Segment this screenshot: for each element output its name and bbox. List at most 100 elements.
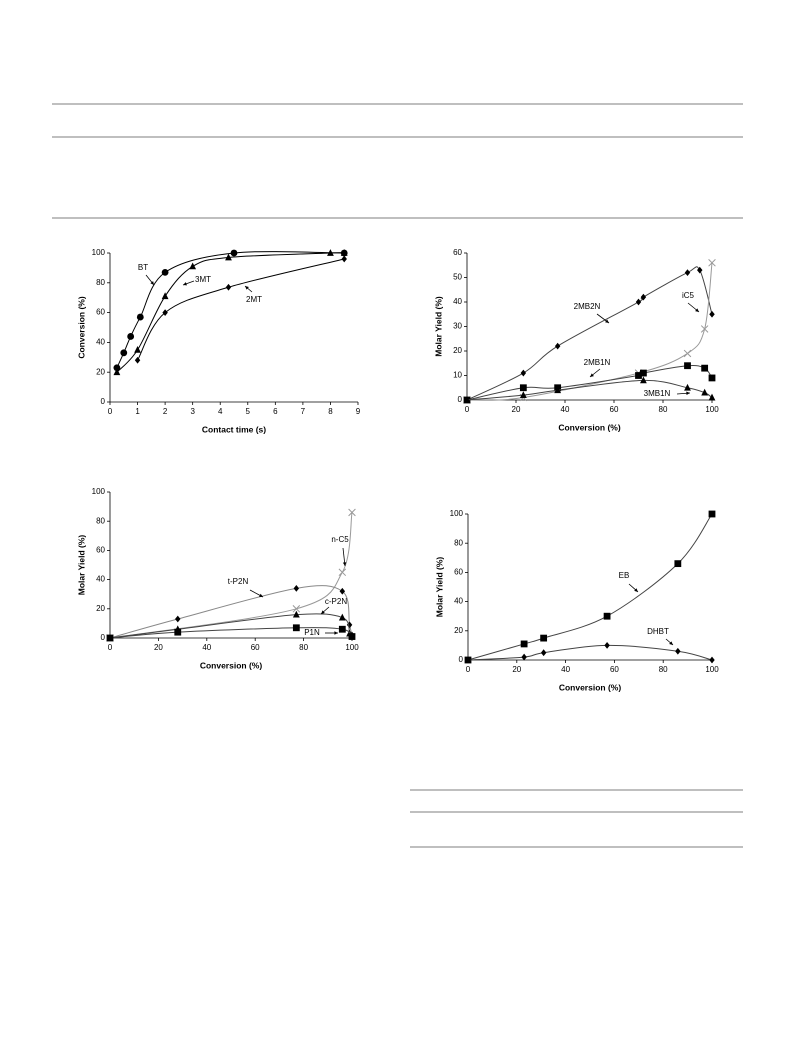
point (701, 388, 709, 396)
point (113, 364, 121, 372)
point (709, 656, 715, 664)
point (540, 634, 548, 642)
point (339, 587, 346, 595)
arrow-head (590, 373, 594, 377)
point (521, 653, 527, 661)
x-tick-label: 2 (163, 407, 168, 416)
arrow-head (605, 319, 609, 323)
point (134, 345, 141, 353)
series-label: 2MT (246, 295, 262, 304)
x-tick-label: 80 (659, 665, 668, 674)
fit-curve (467, 513, 713, 661)
arrow-head (669, 641, 673, 645)
y-tick-label: 20 (96, 367, 105, 376)
point (554, 386, 562, 394)
point (292, 605, 301, 613)
y-tick-label: 60 (96, 308, 105, 317)
x-tick-label: 0 (108, 407, 113, 416)
arrow-head (245, 286, 249, 290)
fit-curve (467, 644, 713, 661)
point (635, 372, 642, 379)
x-tick-label: 100 (705, 405, 719, 414)
y-axis-title: Molar Yield (%) (76, 535, 86, 596)
point (292, 624, 300, 632)
y-tick-label: 100 (92, 248, 106, 257)
arrow-head (686, 391, 690, 396)
x-tick-label: 20 (512, 405, 521, 414)
point (520, 640, 528, 648)
y-tick-label: 40 (453, 297, 462, 306)
point (338, 613, 346, 621)
point (674, 560, 682, 568)
x-tick-label: 6 (273, 407, 278, 416)
x-tick-label: 80 (659, 405, 668, 414)
series-label: BT (138, 263, 148, 272)
y-tick-label: 20 (453, 346, 462, 355)
fit-curve (109, 613, 351, 639)
x-tick-label: 40 (202, 643, 211, 652)
arrow-head (183, 282, 187, 286)
arrow-head (259, 593, 263, 597)
point (189, 262, 197, 270)
arrow-head (321, 610, 325, 614)
point (554, 342, 561, 350)
y-axis-title: Molar Yield (%) (434, 557, 444, 618)
x-tick-label: 40 (561, 405, 570, 414)
point (701, 364, 709, 372)
point (640, 369, 647, 377)
x-tick-label: 20 (512, 665, 521, 674)
x-tick-label: 9 (356, 407, 361, 416)
point (640, 293, 647, 301)
point (684, 269, 691, 276)
point (162, 309, 168, 316)
arrow-head (634, 588, 638, 592)
x-tick-label: 5 (246, 407, 251, 416)
y-tick-label: 40 (454, 597, 463, 606)
point (520, 369, 527, 377)
point (338, 625, 346, 633)
point (465, 656, 471, 664)
point (293, 584, 300, 592)
point (174, 628, 182, 636)
point (120, 349, 128, 357)
arrow-head (695, 308, 699, 312)
point (708, 374, 716, 382)
point (635, 298, 642, 306)
x-axis-title: Conversion (%) (200, 660, 263, 670)
x-tick-label: 100 (705, 665, 719, 674)
point (161, 292, 169, 300)
y-tick-label: 100 (450, 509, 464, 518)
point (675, 647, 681, 655)
series-label: EB (619, 571, 630, 580)
x-tick-label: 80 (299, 643, 308, 652)
series-label: t-P2N (228, 577, 249, 586)
y-tick-label: 0 (101, 633, 106, 642)
x-tick-label: 20 (154, 643, 163, 652)
x-tick-label: 3 (190, 407, 195, 416)
x-tick-label: 60 (251, 643, 260, 652)
y-tick-label: 10 (453, 371, 462, 380)
series-label: iC5 (682, 291, 695, 300)
y-axis-title: Molar Yield (%) (433, 296, 443, 357)
point (113, 368, 121, 376)
point (136, 313, 144, 321)
point (230, 249, 238, 257)
point (341, 255, 347, 263)
y-axis-title: Conversion (%) (76, 296, 86, 359)
x-tick-label: 60 (610, 665, 619, 674)
fit-curve (466, 266, 713, 401)
x-tick-label: 7 (301, 407, 306, 416)
fit-curve (466, 262, 713, 401)
point (340, 249, 348, 256)
y-tick-label: 20 (96, 604, 105, 613)
point (604, 642, 610, 649)
fit-curve (116, 252, 345, 373)
point (127, 333, 135, 340)
point (175, 615, 181, 623)
series-label: 2MB1N (584, 358, 611, 367)
point (292, 610, 300, 618)
point (603, 612, 611, 620)
point (161, 268, 169, 276)
series-label: 2MB2N (574, 302, 601, 311)
y-tick-label: 40 (96, 338, 105, 347)
